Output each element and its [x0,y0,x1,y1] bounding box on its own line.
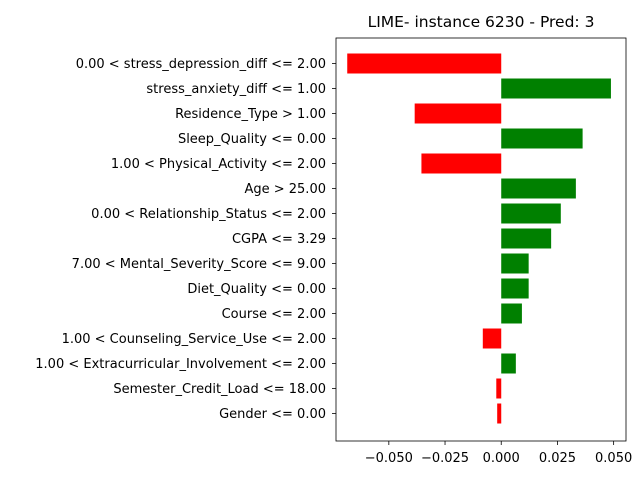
bar-0 [347,53,502,74]
feature-label-0: 0.00 < stress_depression_diff <= 2.00 [76,57,326,72]
bar-12 [501,353,516,374]
axes-border [335,37,627,442]
feature-label-3: Sleep_Quality <= 0.00 [178,132,326,147]
chart-title: LIME- instance 6230 - Pred: 3 [368,13,595,31]
feature-label-1: stress_anxiety_diff <= 1.00 [146,82,326,97]
feature-label-8: 7.00 < Mental_Severity_Score <= 9.00 [72,257,326,272]
feature-label-13: Semester_Credit_Load <= 18.00 [113,382,326,397]
x-tick-label-4: 0.050 [595,451,632,466]
x-ticks-layer: −0.050 −0.025 0.000 0.025 0.050 [365,441,632,466]
bar-13 [496,378,502,399]
bar-8 [501,253,529,274]
feature-label-6: 0.00 < Relationship_Status <= 2.00 [91,207,326,222]
bar-14 [497,403,502,424]
bars-layer [347,53,611,424]
feature-label-5: Age > 25.00 [244,182,326,197]
x-tick-label-2: 0.000 [483,451,520,466]
bar-2 [414,103,502,124]
x-tick-label-0: −0.050 [365,451,413,466]
feature-label-9: Diet_Quality <= 0.00 [187,282,326,297]
bar-10 [501,303,522,324]
bar-7 [501,228,552,249]
bar-11 [482,328,502,349]
bar-6 [501,203,561,224]
feature-labels-layer: 0.00 < stress_depression_diff <= 2.00 str… [35,57,336,422]
feature-label-2: Residence_Type > 1.00 [175,107,326,122]
feature-label-12: 1.00 < Extracurricular_Involvement <= 2.… [35,357,326,372]
bar-9 [501,278,529,299]
feature-label-7: CGPA <= 3.29 [232,232,326,247]
feature-label-14: Gender <= 0.00 [219,407,326,422]
bar-5 [501,178,576,199]
axes-frame [335,37,627,442]
x-tick-label-1: −0.025 [421,451,469,466]
feature-label-4: 1.00 < Physical_Activity <= 2.00 [111,157,326,172]
feature-label-10: Course <= 2.00 [222,307,326,322]
bar-3 [501,128,583,149]
feature-label-11: 1.00 < Counseling_Service_Use <= 2.00 [62,332,326,347]
x-tick-label-3: 0.025 [539,451,576,466]
bar-4 [421,153,502,174]
bar-1 [501,78,611,99]
